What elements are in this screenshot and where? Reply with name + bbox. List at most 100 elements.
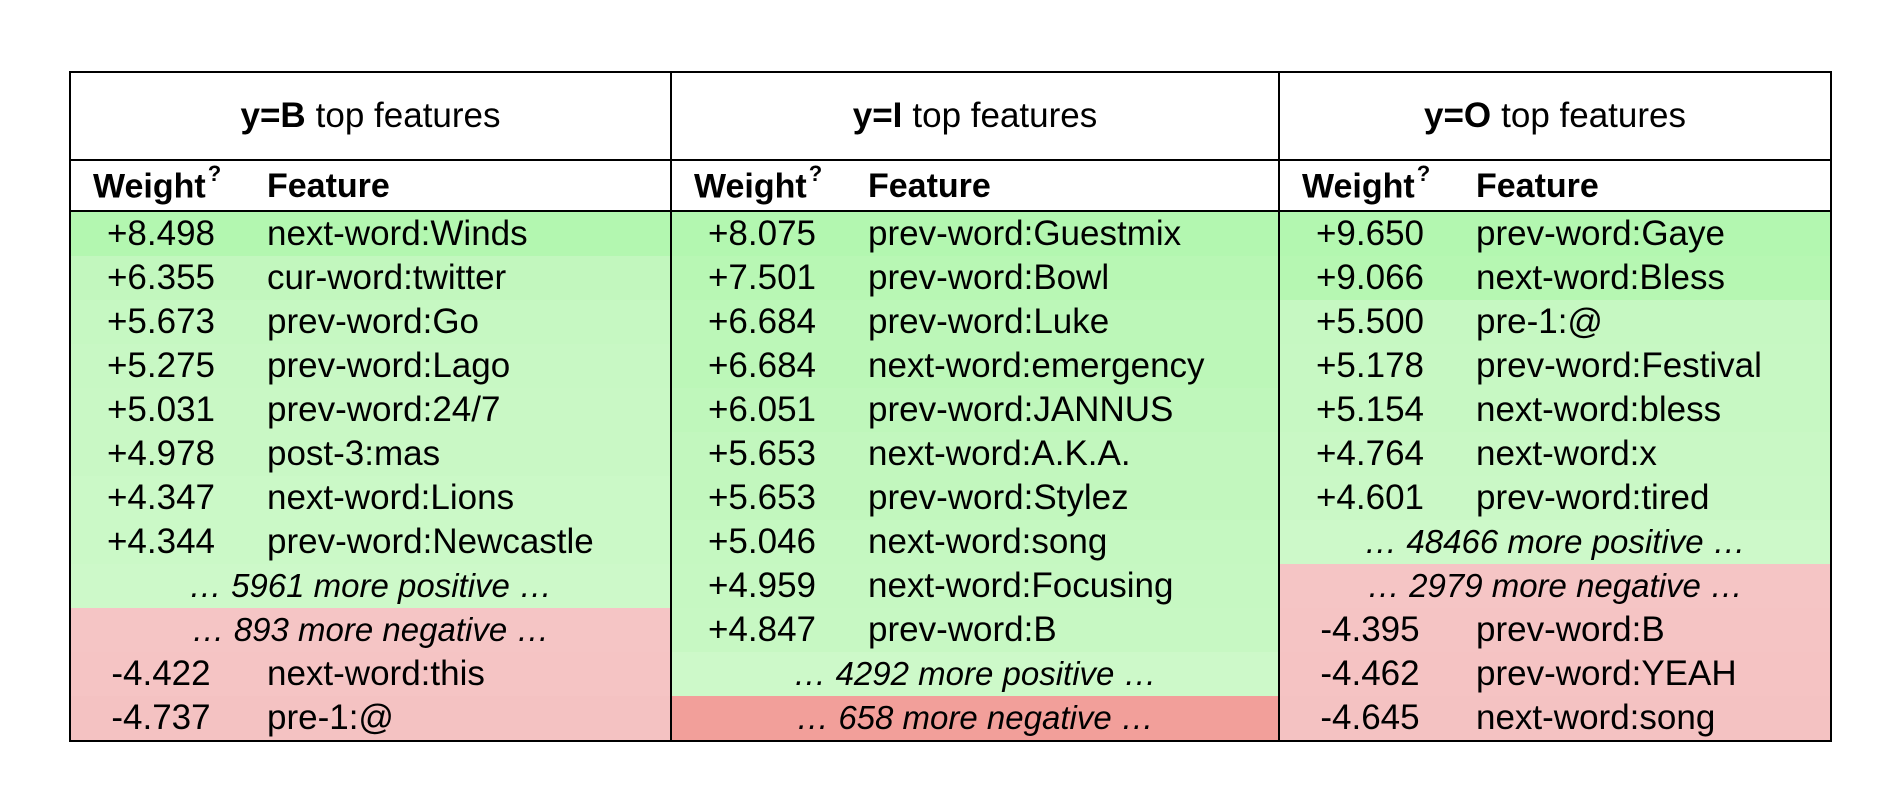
weight-cell: +6.355 bbox=[106, 258, 216, 297]
weight-cell: +5.653 bbox=[707, 434, 817, 473]
feature-cell: next-word:x bbox=[1476, 434, 1657, 473]
panel-title: y=B top features bbox=[71, 73, 670, 161]
weight-cell: +5.046 bbox=[707, 522, 817, 561]
table-row: +4.764 next-word:x bbox=[1280, 432, 1830, 476]
weight-header-label: Weight bbox=[93, 167, 206, 205]
weight-cell: +9.066 bbox=[1315, 258, 1425, 297]
feature-cell: next-word:emergency bbox=[868, 346, 1205, 385]
feature-cell: next-word:A.K.A. bbox=[868, 434, 1131, 473]
table-row: +7.501 prev-word:Bowl bbox=[672, 256, 1278, 300]
table-row: -4.462 prev-word:YEAH bbox=[1280, 652, 1830, 696]
feature-cell: next-word:Lions bbox=[267, 478, 515, 517]
weight-cell: +4.847 bbox=[707, 610, 817, 649]
feature-cell: next-word:bless bbox=[1476, 390, 1722, 429]
feature-cell: pre-1:@ bbox=[267, 698, 394, 737]
panel-title-suffix: top features bbox=[315, 96, 501, 135]
feature-cell: prev-word:JANNUS bbox=[868, 390, 1174, 429]
weight-cell: -4.462 bbox=[1320, 654, 1420, 693]
table-row: +6.051 prev-word:JANNUS bbox=[672, 388, 1278, 432]
weight-cell: +4.978 bbox=[106, 434, 216, 473]
table-row: +5.046 next-word:song bbox=[672, 520, 1278, 564]
table-row: +6.684 next-word:emergency bbox=[672, 344, 1278, 388]
table-row: +6.684 prev-word:Luke bbox=[672, 300, 1278, 344]
table-row: +5.653 prev-word:Stylez bbox=[672, 476, 1278, 520]
panel-title-suffix: top features bbox=[912, 96, 1098, 135]
feature-cell: prev-word:Lago bbox=[267, 346, 511, 385]
panel-label: y=I bbox=[852, 96, 903, 135]
weight-cell: +5.031 bbox=[106, 390, 216, 429]
feature-header: Feature bbox=[1476, 167, 1599, 205]
feature-cell: prev-word:Go bbox=[267, 302, 480, 341]
feature-cell: prev-word:tired bbox=[1476, 478, 1710, 517]
feature-cell: prev-word:B bbox=[868, 610, 1057, 649]
weight-header-label: Weight bbox=[694, 167, 807, 205]
feature-cell: prev-word:Festival bbox=[1476, 346, 1762, 385]
more-positive-row: … 48466 more positive … bbox=[1280, 520, 1830, 564]
weight-cell: +7.501 bbox=[707, 258, 817, 297]
feature-cell: next-word:Bless bbox=[1476, 258, 1725, 297]
weight-cell: +4.344 bbox=[106, 522, 216, 561]
table-row: -4.422 next-word:this bbox=[71, 652, 670, 696]
weight-header: Weight? bbox=[71, 161, 267, 206]
table-row: +5.673 prev-word:Go bbox=[71, 300, 670, 344]
panel-title: y=O top features bbox=[1280, 73, 1830, 161]
feature-cell: prev-word:24/7 bbox=[267, 390, 501, 429]
weight-cell: -4.645 bbox=[1320, 698, 1420, 737]
table-row: +5.500 pre-1:@ bbox=[1280, 300, 1830, 344]
weight-cell: +9.650 bbox=[1315, 214, 1425, 253]
weight-cell: +4.347 bbox=[106, 478, 216, 517]
panel-y-o: y=O top features Weight? Feature +9.650 p… bbox=[1278, 73, 1830, 740]
table-row: +4.847 prev-word:B bbox=[672, 608, 1278, 652]
table-row: +4.959 next-word:Focusing bbox=[672, 564, 1278, 608]
table-row: +5.178 prev-word:Festival bbox=[1280, 344, 1830, 388]
feature-cell: next-word:song bbox=[1476, 698, 1716, 737]
weight-cell: -4.422 bbox=[111, 654, 211, 693]
panel-title-suffix: top features bbox=[1501, 96, 1686, 135]
feature-header: Feature bbox=[868, 167, 991, 205]
feature-header: Feature bbox=[267, 167, 390, 205]
weight-cell: +8.075 bbox=[707, 214, 817, 253]
feature-cell: prev-word:Bowl bbox=[868, 258, 1110, 297]
table-row: +8.498 next-word:Winds bbox=[71, 212, 670, 256]
weight-header: Weight? bbox=[1280, 161, 1476, 206]
table-row: +5.653 next-word:A.K.A. bbox=[672, 432, 1278, 476]
table-row: +5.031 prev-word:24/7 bbox=[71, 388, 670, 432]
weight-cell: +4.764 bbox=[1315, 434, 1425, 473]
table-row: +5.154 next-word:bless bbox=[1280, 388, 1830, 432]
weight-cell: +5.154 bbox=[1315, 390, 1425, 429]
column-header: Weight? Feature bbox=[1280, 161, 1830, 212]
panel-title: y=I top features bbox=[672, 73, 1278, 161]
table-row: -4.737 pre-1:@ bbox=[71, 696, 670, 740]
table-row: +4.601 prev-word:tired bbox=[1280, 476, 1830, 520]
more-negative-row: … 658 more negative … bbox=[672, 696, 1278, 740]
weight-cell: +5.500 bbox=[1315, 302, 1425, 341]
column-header: Weight? Feature bbox=[672, 161, 1278, 212]
weight-cell: +5.653 bbox=[707, 478, 817, 517]
weight-help-icon[interactable]: ? bbox=[1416, 160, 1431, 186]
feature-cell: next-word:this bbox=[267, 654, 485, 693]
table-row: -4.645 next-word:song bbox=[1280, 696, 1830, 740]
panel-y-b: y=B top features Weight? Feature +8.498 n… bbox=[71, 73, 670, 740]
weight-cell: +6.684 bbox=[707, 302, 817, 341]
weight-help-icon[interactable]: ? bbox=[808, 160, 823, 186]
weight-cell: +4.959 bbox=[707, 566, 817, 605]
feature-cell: prev-word:YEAH bbox=[1476, 654, 1737, 693]
table-row: +6.355 cur-word:twitter bbox=[71, 256, 670, 300]
table-row: +4.978 post-3:mas bbox=[71, 432, 670, 476]
weight-cell: -4.737 bbox=[111, 698, 211, 737]
table-row: +4.347 next-word:Lions bbox=[71, 476, 670, 520]
panel-label: y=B bbox=[240, 96, 306, 135]
weight-cell: +4.601 bbox=[1315, 478, 1425, 517]
table-row: +8.075 prev-word:Guestmix bbox=[672, 212, 1278, 256]
weight-help-icon[interactable]: ? bbox=[207, 160, 222, 186]
feature-cell: next-word:song bbox=[868, 522, 1108, 561]
table-row: +9.066 next-word:Bless bbox=[1280, 256, 1830, 300]
panel-y-i: y=I top features Weight? Feature +8.075 p… bbox=[670, 73, 1278, 740]
feature-cell: prev-word:Luke bbox=[868, 302, 1110, 341]
feature-cell: pre-1:@ bbox=[1476, 302, 1603, 341]
feature-cell: next-word:Winds bbox=[267, 214, 528, 253]
more-positive-row: … 5961 more positive … bbox=[71, 564, 670, 608]
table-row: +4.344 prev-word:Newcastle bbox=[71, 520, 670, 564]
more-negative-row: … 893 more negative … bbox=[71, 608, 670, 652]
table-row: +9.650 prev-word:Gaye bbox=[1280, 212, 1830, 256]
